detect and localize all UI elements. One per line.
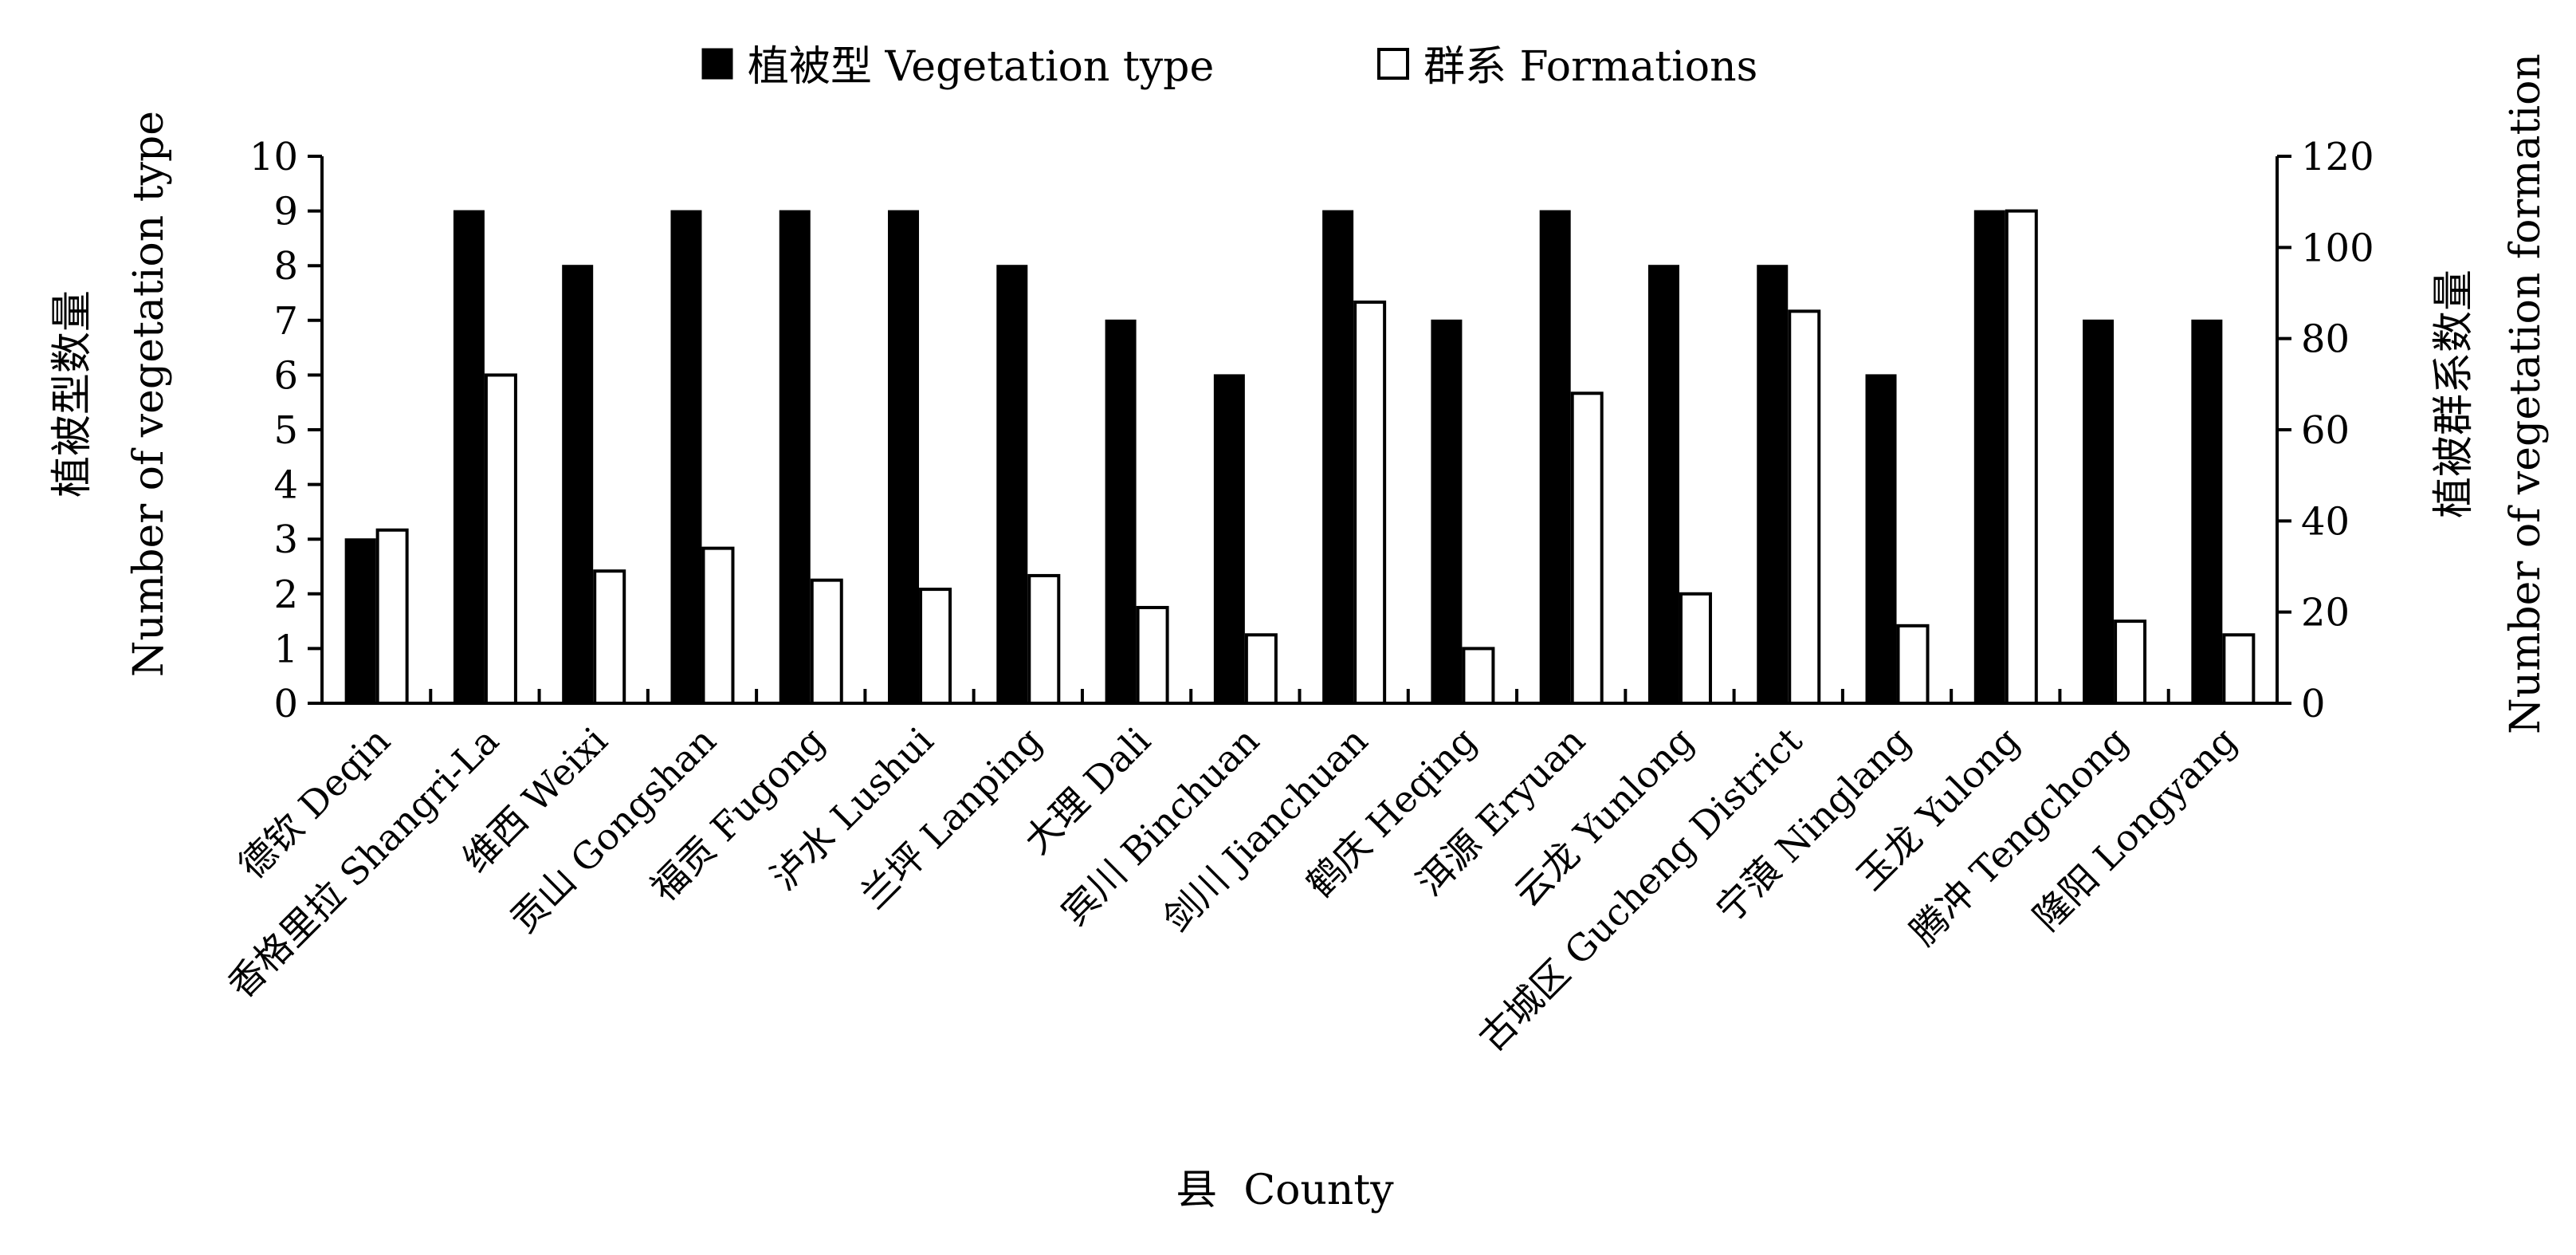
left-axis-tick-label: 3 — [273, 517, 298, 562]
legend-swatch-vegetation-type — [701, 48, 733, 80]
bar-vegetation-type — [1431, 319, 1463, 704]
bar-formations — [1353, 300, 1387, 705]
bar-vegetation-type — [888, 210, 920, 705]
left-axis-title-cn: 植被型数量 — [49, 290, 96, 498]
left-axis-tick-label: 0 — [273, 682, 298, 726]
bar-vegetation-type — [1539, 210, 1571, 705]
right-axis-title-cn: 植被群系数量 — [2430, 269, 2478, 518]
left-axis-title: 植被型数量 Number of vegetation type — [49, 111, 173, 677]
bar-vegetation-type — [2083, 319, 2115, 704]
right-axis-tick-label: 60 — [2301, 408, 2350, 453]
bar-formations — [1136, 605, 1169, 706]
left-axis-tick-label: 6 — [273, 353, 298, 398]
bar-formations — [919, 588, 952, 705]
bar-formations — [1462, 647, 1495, 706]
left-axis-tick-label: 5 — [273, 408, 298, 453]
bar-formations — [2222, 633, 2256, 705]
category-label: 宾川 Binchuan — [1053, 719, 1267, 934]
bar-vegetation-type — [2191, 319, 2223, 704]
legend-label-formations: 群系 Formations — [1423, 43, 1757, 91]
legend-label-vegetation-type: 植被型 Vegetation type — [748, 43, 1214, 91]
right-axis-tick-label: 80 — [2301, 317, 2350, 362]
bar-vegetation-type — [996, 265, 1028, 704]
right-axis-tick-label: 40 — [2301, 499, 2350, 544]
bar-formations — [593, 569, 626, 706]
bar-vegetation-type — [1647, 265, 1679, 704]
category-label: 隆阳 Longyang — [2025, 719, 2245, 939]
right-axis-tick-label: 100 — [2301, 226, 2374, 270]
bar-vegetation-type — [1973, 210, 2005, 705]
bar-formations — [701, 546, 735, 706]
bar-vegetation-type — [670, 210, 702, 705]
bar-vegetation-type — [562, 265, 594, 704]
bar-vegetation-type — [453, 210, 485, 705]
right-axis-tick-label: 0 — [2301, 682, 2326, 726]
bar-formations — [2005, 209, 2038, 706]
bar-formations — [1788, 309, 1821, 705]
bar-vegetation-type — [1865, 374, 1897, 704]
bar-formations — [375, 528, 409, 705]
bar-vegetation-type — [1757, 265, 1789, 704]
bar-formations — [484, 373, 517, 705]
right-axis-title: 植被群系数量 Number of vegetation formation — [2430, 53, 2550, 734]
left-axis-tick-label: 1 — [273, 627, 298, 671]
legend: 植被型 Vegetation type 群系 Formations — [701, 43, 1757, 91]
bar-formations — [1244, 633, 1278, 705]
bar-vegetation-type — [344, 538, 376, 705]
left-axis-tick-label: 10 — [249, 135, 298, 179]
legend-swatch-formations — [1377, 48, 1409, 80]
left-axis-tick-label: 8 — [273, 244, 298, 289]
left-axis-tick-label: 9 — [273, 190, 298, 234]
bar-vegetation-type — [1105, 319, 1137, 704]
right-axis-title-en: Number of vegetation formation — [2502, 53, 2550, 734]
bar-formations — [810, 578, 843, 706]
bar-vegetation-type — [779, 210, 811, 705]
x-axis-title: 县 County — [1176, 1166, 1394, 1214]
bar-formations — [1027, 573, 1061, 706]
left-axis-tick-label: 4 — [273, 463, 298, 508]
left-axis-title-en: Number of vegetation type — [125, 111, 173, 677]
category-label: 宁蒗 Ninglang — [1707, 719, 1919, 931]
bars-layer — [344, 209, 2256, 706]
bar-vegetation-type — [1213, 374, 1245, 704]
bar-vegetation-type — [1322, 210, 1354, 705]
bar-formations — [2114, 620, 2147, 705]
bar-formations — [1570, 391, 1604, 705]
bar-formations — [1679, 592, 1712, 705]
right-axis-tick-label: 120 — [2301, 135, 2374, 179]
right-axis-tick-label: 20 — [2301, 591, 2350, 635]
bar-formations — [1896, 624, 1930, 705]
left-axis-tick-label: 7 — [273, 299, 298, 344]
left-axis-tick-label: 2 — [273, 572, 298, 617]
